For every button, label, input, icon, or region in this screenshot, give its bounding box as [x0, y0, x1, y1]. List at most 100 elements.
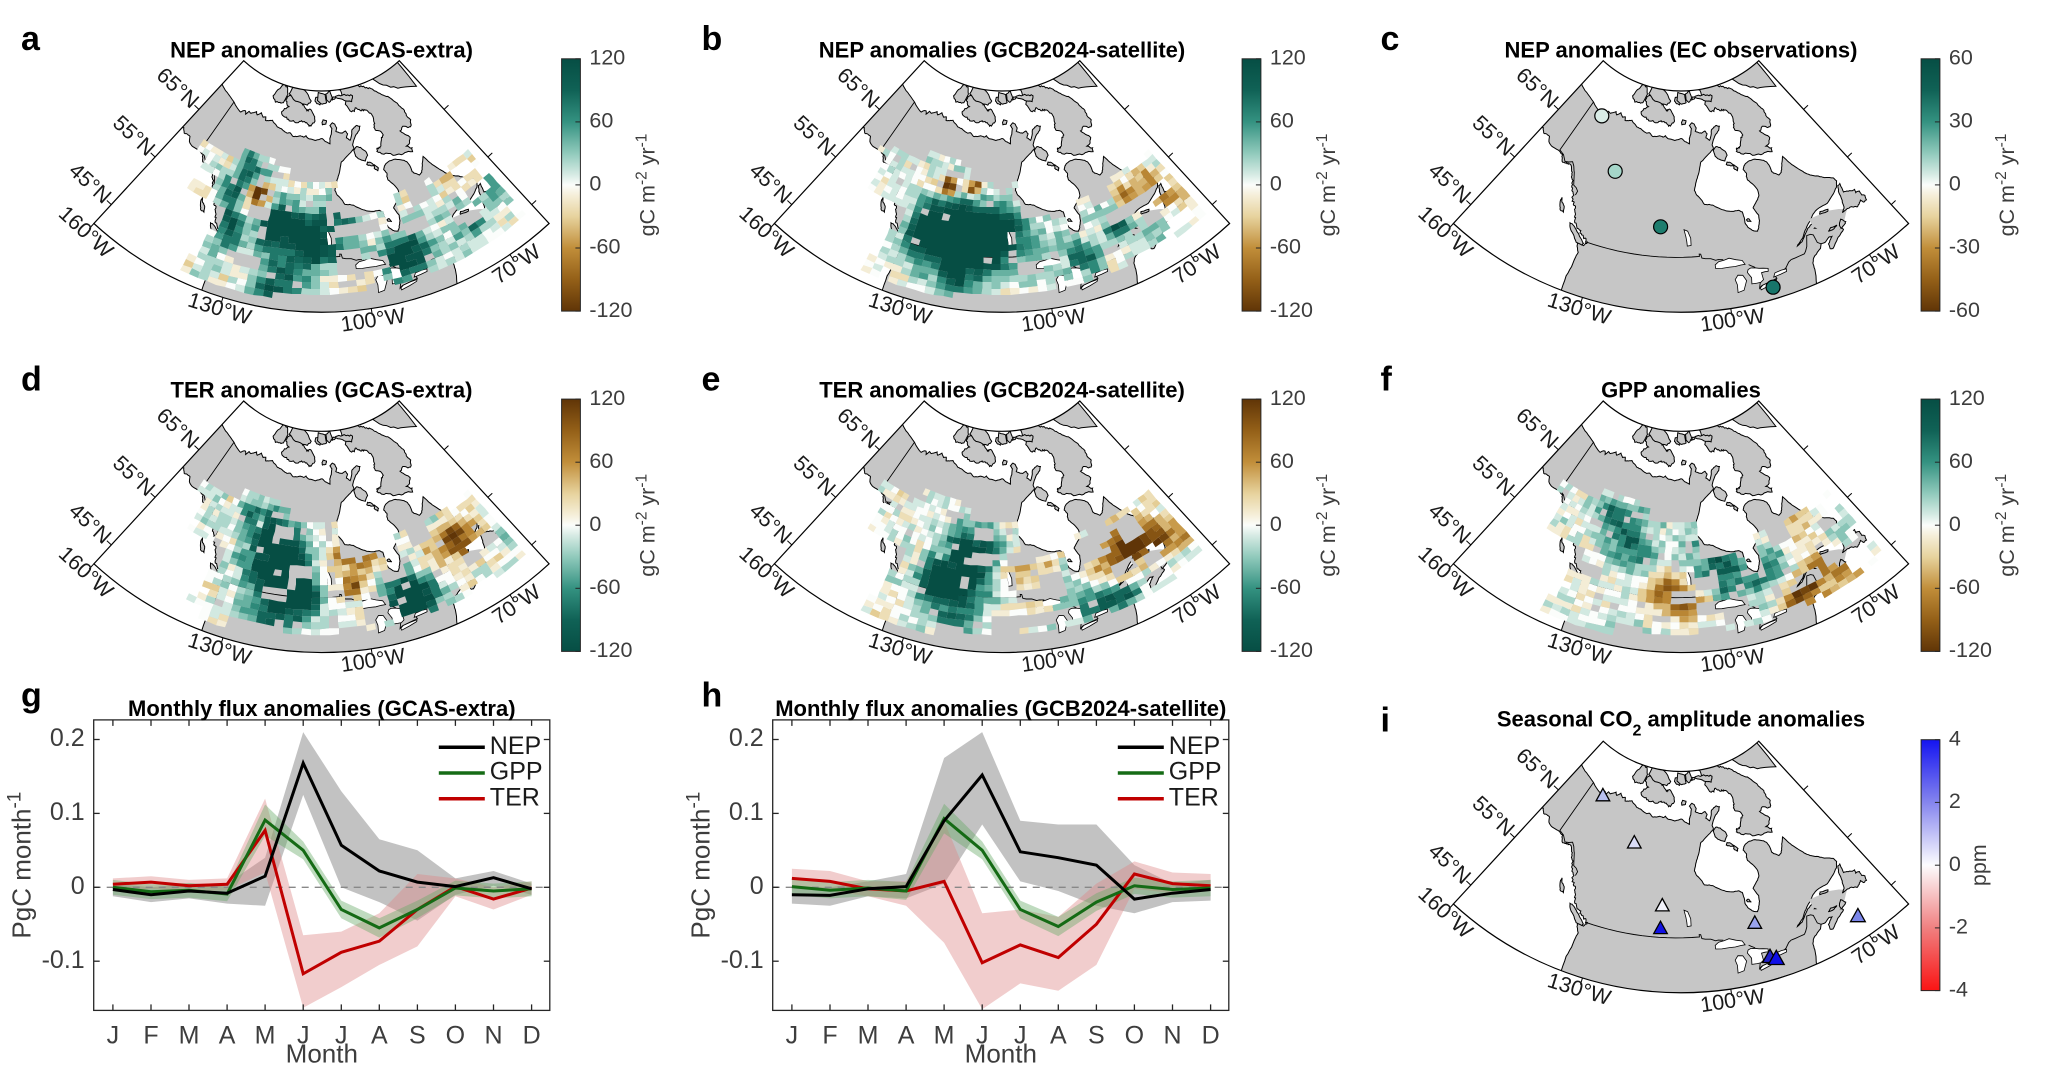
svg-text:120: 120 — [1270, 45, 1306, 69]
svg-text:gC m-2 yr-1: gC m-2 yr-1 — [633, 134, 660, 237]
svg-text:60: 60 — [589, 449, 613, 473]
svg-text:M: M — [179, 1021, 200, 1049]
svg-text:c: c — [1381, 20, 1400, 58]
svg-text:J: J — [1014, 1021, 1027, 1049]
svg-text:60: 60 — [1949, 45, 1973, 69]
svg-text:i: i — [1381, 701, 1390, 739]
svg-text:-60: -60 — [1270, 235, 1301, 259]
svg-text:GPP: GPP — [1169, 758, 1222, 786]
svg-text:-0.1: -0.1 — [42, 946, 85, 974]
svg-text:NEP anomalies (EC observations: NEP anomalies (EC observations) — [1505, 37, 1858, 62]
svg-text:gC m-2 yr-1: gC m-2 yr-1 — [633, 474, 660, 577]
svg-text:F: F — [143, 1021, 158, 1049]
svg-text:J: J — [297, 1021, 310, 1049]
svg-text:0.1: 0.1 — [50, 798, 85, 826]
svg-text:NEP anomalies (GCAS-extra): NEP anomalies (GCAS-extra) — [170, 37, 473, 62]
svg-text:J: J — [335, 1021, 348, 1049]
svg-text:NEP: NEP — [1169, 732, 1220, 760]
svg-text:N: N — [484, 1021, 502, 1049]
svg-text:S: S — [409, 1021, 426, 1049]
svg-text:h: h — [702, 677, 723, 715]
svg-text:4: 4 — [1949, 726, 1961, 750]
svg-text:-60: -60 — [1949, 298, 1980, 322]
svg-text:J: J — [786, 1021, 799, 1049]
svg-text:0: 0 — [1270, 512, 1282, 536]
svg-text:0: 0 — [1270, 172, 1282, 196]
svg-text:120: 120 — [1270, 386, 1306, 410]
svg-text:-120: -120 — [589, 298, 632, 322]
svg-text:Monthly flux anomalies (GCAS-e: Monthly flux anomalies (GCAS-extra) — [128, 696, 516, 721]
svg-text:gC m-2 yr-1: gC m-2 yr-1 — [1993, 474, 2020, 577]
svg-text:TER anomalies (GCAS-extra): TER anomalies (GCAS-extra) — [171, 378, 473, 403]
svg-text:gC m-2 yr-1: gC m-2 yr-1 — [1314, 474, 1341, 577]
svg-text:0.1: 0.1 — [729, 798, 764, 826]
svg-text:D: D — [1202, 1021, 1220, 1049]
svg-text:A: A — [1050, 1021, 1067, 1049]
svg-text:0: 0 — [71, 872, 85, 900]
svg-text:PgC month-1: PgC month-1 — [4, 792, 37, 939]
svg-text:-60: -60 — [1270, 575, 1301, 599]
svg-text:O: O — [1125, 1021, 1144, 1049]
svg-text:GPP anomalies: GPP anomalies — [1601, 378, 1761, 403]
svg-text:0: 0 — [589, 172, 601, 196]
svg-text:60: 60 — [1270, 109, 1294, 133]
svg-text:S: S — [1088, 1021, 1105, 1049]
svg-text:J: J — [107, 1021, 120, 1049]
svg-text:A: A — [371, 1021, 388, 1049]
svg-text:0: 0 — [1949, 852, 1961, 876]
svg-text:M: M — [255, 1021, 276, 1049]
svg-text:F: F — [822, 1021, 837, 1049]
svg-text:0.2: 0.2 — [50, 724, 85, 752]
svg-text:Monthly flux anomalies (GCB202: Monthly flux anomalies (GCB2024-satellit… — [775, 696, 1226, 721]
svg-text:NEP anomalies (GCB2024-satelli: NEP anomalies (GCB2024-satellite) — [819, 37, 1185, 62]
svg-text:-0.1: -0.1 — [721, 946, 764, 974]
svg-text:M: M — [858, 1021, 879, 1049]
svg-text:A: A — [219, 1021, 236, 1049]
svg-text:-120: -120 — [1270, 638, 1313, 662]
svg-text:D: D — [523, 1021, 541, 1049]
svg-text:a: a — [21, 20, 41, 58]
svg-text:2: 2 — [1949, 789, 1961, 813]
svg-text:-120: -120 — [589, 638, 632, 662]
svg-text:-2: -2 — [1949, 915, 1968, 939]
svg-text:TER: TER — [490, 783, 540, 811]
svg-text:gC m-2 yr-1: gC m-2 yr-1 — [1993, 134, 2020, 237]
svg-text:0: 0 — [1949, 512, 1961, 536]
svg-text:-120: -120 — [1270, 298, 1313, 322]
svg-text:O: O — [446, 1021, 465, 1049]
svg-text:0.2: 0.2 — [729, 724, 764, 752]
svg-text:g: g — [21, 677, 42, 715]
svg-text:120: 120 — [589, 386, 625, 410]
svg-text:-60: -60 — [1949, 575, 1980, 599]
svg-text:-120: -120 — [1949, 638, 1992, 662]
svg-text:GPP: GPP — [490, 758, 543, 786]
svg-text:N: N — [1163, 1021, 1181, 1049]
svg-text:60: 60 — [1949, 449, 1973, 473]
svg-text:120: 120 — [1949, 386, 1985, 410]
svg-text:gC m-2 yr-1: gC m-2 yr-1 — [1314, 134, 1341, 237]
svg-text:-60: -60 — [589, 575, 620, 599]
svg-text:J: J — [976, 1021, 989, 1049]
svg-text:PgC month-1: PgC month-1 — [683, 792, 716, 939]
svg-text:b: b — [702, 20, 723, 58]
svg-text:NEP: NEP — [490, 732, 541, 760]
svg-text:60: 60 — [1270, 449, 1294, 473]
svg-text:e: e — [702, 361, 721, 399]
svg-text:d: d — [21, 361, 42, 399]
svg-text:0: 0 — [750, 872, 764, 900]
svg-text:TER anomalies (GCB2024-satelli: TER anomalies (GCB2024-satellite) — [819, 378, 1185, 403]
svg-text:Month: Month — [965, 1038, 1037, 1068]
svg-text:120: 120 — [589, 45, 625, 69]
svg-text:-60: -60 — [589, 235, 620, 259]
svg-text:0: 0 — [1949, 172, 1961, 196]
svg-text:60: 60 — [589, 109, 613, 133]
svg-text:TER: TER — [1169, 783, 1219, 811]
svg-text:ppm: ppm — [1967, 844, 1991, 886]
svg-text:A: A — [898, 1021, 915, 1049]
svg-text:M: M — [934, 1021, 955, 1049]
svg-text:0: 0 — [589, 512, 601, 536]
svg-text:-30: -30 — [1949, 235, 1980, 259]
svg-text:f: f — [1381, 361, 1393, 399]
svg-text:-4: -4 — [1949, 977, 1968, 1001]
svg-text:Month: Month — [286, 1038, 358, 1068]
